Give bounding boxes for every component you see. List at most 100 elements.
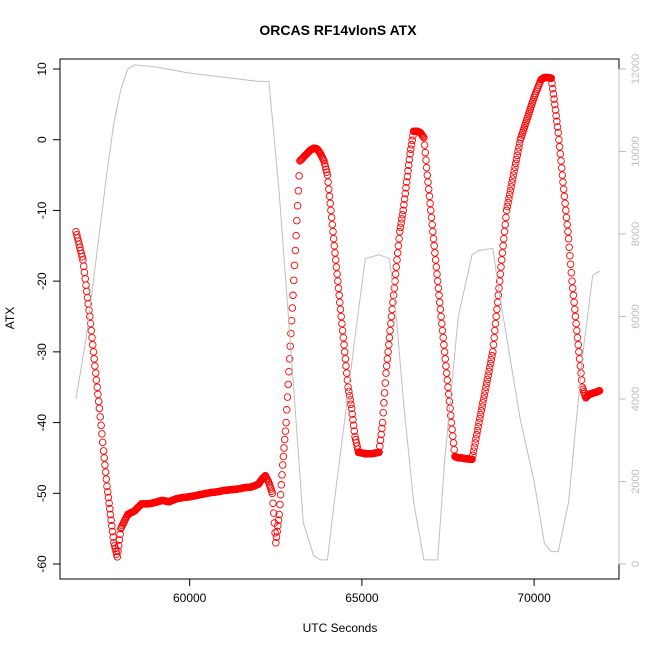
data-point bbox=[397, 219, 405, 227]
data-point bbox=[572, 319, 580, 328]
data-point bbox=[508, 179, 516, 187]
data-point bbox=[334, 277, 342, 285]
data-point bbox=[436, 305, 445, 314]
data-point bbox=[108, 522, 116, 530]
data-point bbox=[476, 414, 484, 423]
data-point bbox=[387, 312, 396, 321]
data-point bbox=[492, 312, 500, 321]
data-point bbox=[431, 249, 439, 257]
data-point bbox=[280, 444, 288, 452]
data-point bbox=[430, 242, 438, 250]
data-point bbox=[556, 150, 565, 158]
data-point bbox=[88, 341, 97, 349]
data-point bbox=[489, 348, 497, 356]
data-point bbox=[428, 220, 436, 229]
data-point bbox=[441, 355, 449, 363]
x-axis-label: UTC Seconds bbox=[303, 621, 378, 635]
data-point bbox=[495, 277, 504, 285]
data-point bbox=[504, 198, 512, 207]
data-point bbox=[427, 213, 436, 222]
data-point bbox=[108, 527, 117, 536]
data-point bbox=[503, 202, 512, 211]
altitude-line-layer bbox=[75, 64, 600, 561]
data-point bbox=[420, 133, 428, 142]
data-points bbox=[72, 73, 604, 561]
data-point bbox=[574, 341, 582, 349]
data-point bbox=[336, 305, 345, 314]
data-point bbox=[396, 227, 404, 236]
data-point bbox=[105, 499, 113, 507]
data-point bbox=[418, 131, 427, 140]
data-point bbox=[565, 243, 573, 251]
data-point bbox=[109, 533, 117, 541]
data-point bbox=[385, 341, 393, 349]
data-point bbox=[477, 407, 486, 415]
data-point bbox=[325, 192, 334, 201]
data-point bbox=[380, 389, 389, 397]
data-point bbox=[114, 541, 123, 550]
data-point bbox=[479, 399, 487, 407]
data-point bbox=[272, 539, 280, 547]
data-point bbox=[382, 369, 390, 377]
data-point bbox=[289, 291, 297, 300]
data-point bbox=[280, 435, 289, 444]
data-point bbox=[386, 326, 394, 335]
data-point bbox=[114, 547, 122, 556]
data-point bbox=[548, 84, 557, 93]
data-point bbox=[320, 160, 329, 168]
data-point bbox=[334, 284, 343, 292]
data-point bbox=[555, 135, 563, 144]
data-point bbox=[506, 187, 515, 195]
data-point bbox=[421, 148, 430, 157]
data-point bbox=[566, 260, 575, 268]
data-point bbox=[429, 234, 438, 243]
x-tick-label: 60000 bbox=[173, 591, 207, 605]
data-point bbox=[276, 500, 284, 509]
data-point bbox=[268, 489, 277, 498]
data-point bbox=[435, 298, 444, 307]
data-point bbox=[327, 213, 336, 222]
data-point bbox=[377, 430, 385, 439]
data-point bbox=[548, 79, 556, 88]
data-point bbox=[440, 348, 449, 356]
x-axis: 60000 65000 70000 bbox=[173, 578, 551, 605]
data-point bbox=[383, 355, 392, 363]
data-point bbox=[489, 341, 498, 349]
data-point bbox=[94, 397, 103, 406]
data-point bbox=[564, 227, 572, 236]
data-point bbox=[376, 442, 384, 451]
data-point bbox=[86, 312, 94, 321]
data-point bbox=[422, 163, 431, 172]
data-point bbox=[447, 418, 456, 427]
data-point bbox=[562, 206, 570, 215]
data-point bbox=[103, 488, 112, 496]
y-tick-label: -30 bbox=[35, 343, 49, 361]
data-point bbox=[491, 319, 500, 328]
data-point bbox=[437, 312, 445, 321]
data-point bbox=[478, 403, 486, 411]
data-point bbox=[294, 187, 303, 195]
y-axis-label: ATX bbox=[3, 307, 17, 329]
data-point bbox=[87, 326, 96, 335]
data-point bbox=[283, 406, 291, 414]
data-point bbox=[443, 376, 452, 384]
data-point bbox=[288, 304, 297, 312]
data-point bbox=[391, 270, 400, 278]
data-point bbox=[493, 305, 501, 314]
data-point bbox=[435, 291, 443, 300]
data-point bbox=[573, 333, 582, 342]
data-point bbox=[497, 263, 505, 271]
data-point bbox=[322, 165, 330, 174]
data-point bbox=[559, 178, 567, 186]
data-point bbox=[575, 355, 584, 363]
data-point bbox=[287, 329, 295, 338]
data-point bbox=[404, 167, 412, 175]
data-point bbox=[398, 210, 407, 219]
data-point bbox=[479, 395, 488, 403]
data-point bbox=[407, 145, 415, 154]
data-point bbox=[292, 231, 300, 240]
data-point bbox=[350, 427, 359, 435]
data-point bbox=[433, 270, 441, 278]
data-point bbox=[384, 348, 392, 356]
data-point bbox=[510, 167, 518, 175]
